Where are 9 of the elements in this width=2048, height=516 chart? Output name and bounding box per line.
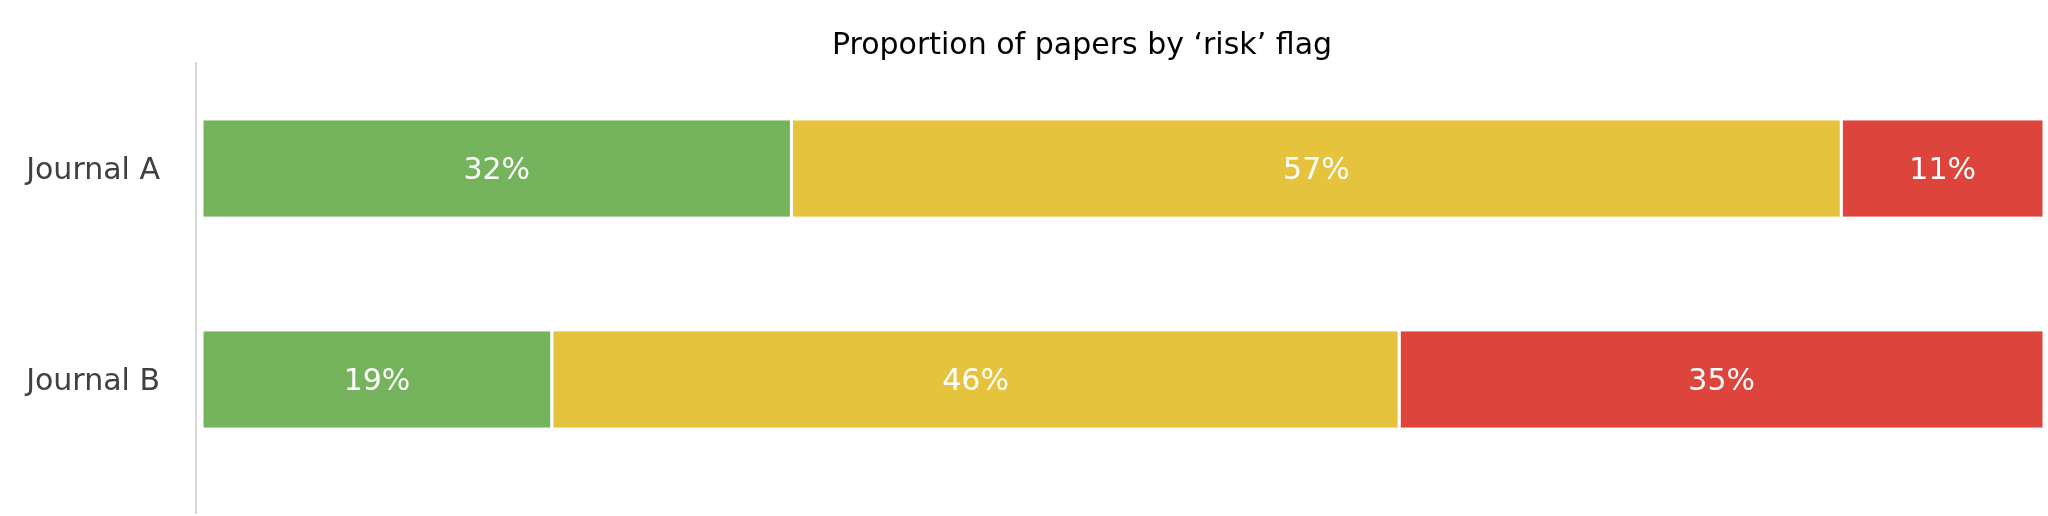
data-label: 19% (343, 361, 411, 397)
y-tick-label: Journal A (24, 151, 161, 187)
data-label: 35% (1688, 361, 1755, 397)
chart-title: Proportion of papers by ‘risk’ flag (831, 25, 1333, 61)
data-label: 46% (942, 361, 1009, 397)
data-label: 32% (463, 151, 531, 187)
data-label: 11% (1909, 151, 1977, 187)
y-tick-label: Journal B (24, 361, 160, 397)
data-label: 57% (1283, 151, 1350, 187)
